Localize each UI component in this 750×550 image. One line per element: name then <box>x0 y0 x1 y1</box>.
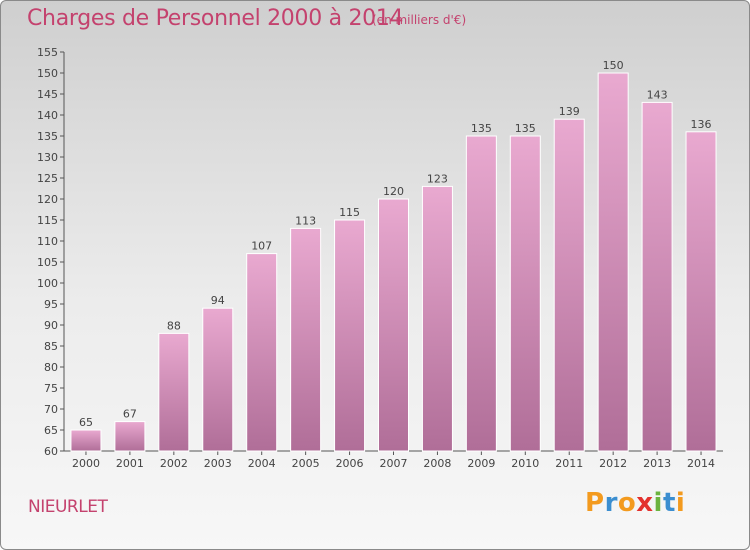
bar-2010 <box>509 135 541 452</box>
x-tick-label-2004: 2004 <box>248 457 276 470</box>
data-label-2013: 143 <box>647 88 668 101</box>
data-label-2003: 94 <box>211 294 225 307</box>
bar-2008 <box>421 185 453 452</box>
bar-2014 <box>685 131 717 452</box>
proxiti-logo: Proxiti <box>585 488 685 518</box>
y-tick-label: 145 <box>37 88 58 101</box>
y-tick-label: 110 <box>37 235 58 248</box>
bar-2007 <box>378 198 409 452</box>
location-label: NIEURLET <box>28 497 108 517</box>
logo-letter: o <box>617 488 637 518</box>
y-tick-label: 135 <box>37 130 58 143</box>
data-label-2012: 150 <box>603 59 624 72</box>
y-tick-label: 85 <box>44 340 58 353</box>
x-tick-label-2002: 2002 <box>160 457 188 470</box>
logo-letter: t <box>662 488 676 518</box>
chart-title: Charges de Personnel 2000 à 2014 <box>27 6 404 31</box>
data-label-2004: 107 <box>251 240 272 253</box>
data-label-2009: 135 <box>471 122 492 135</box>
x-tick-label-2005: 2005 <box>292 457 320 470</box>
x-tick-label-2014: 2014 <box>687 457 715 470</box>
x-tick-label-2010: 2010 <box>511 457 539 470</box>
x-tick-label-2000: 2000 <box>72 457 100 470</box>
bar-2003 <box>202 307 234 452</box>
y-tick-label: 80 <box>44 361 58 374</box>
data-label-2001: 67 <box>123 408 137 421</box>
logo-letter: i <box>675 488 686 518</box>
bar-series: 65 67 88 94 107 113 115 120 123 135 135 139 150 143 13… <box>70 59 717 452</box>
data-label-2014: 136 <box>691 118 712 131</box>
x-tick-label-2003: 2003 <box>204 457 232 470</box>
y-tick-label: 155 <box>37 46 58 59</box>
data-label-2007: 120 <box>383 185 404 198</box>
y-tick-label: 120 <box>37 193 58 206</box>
logo-letter: r <box>604 488 618 518</box>
x-tick-label-2006: 2006 <box>336 457 364 470</box>
chart-subtitle: (en milliers d'€) <box>372 13 467 27</box>
data-label-2002: 88 <box>167 319 181 332</box>
logo-letter: x <box>636 488 654 518</box>
y-tick-label: 90 <box>44 319 58 332</box>
data-label-2011: 139 <box>559 105 580 118</box>
y-tick-label: 125 <box>37 172 58 185</box>
y-tick-label: 105 <box>37 256 58 269</box>
data-label-2006: 115 <box>339 206 360 219</box>
bar-2011 <box>553 118 585 452</box>
y-tick-label: 100 <box>37 277 58 290</box>
bar-2002 <box>158 332 190 452</box>
x-tick-label-2011: 2011 <box>555 457 583 470</box>
x-tick-label-2001: 2001 <box>116 457 144 470</box>
bar-2005 <box>290 227 322 452</box>
y-axis: 60 65 70 75 80 85 90 95 100 105 110 115 120 125 130 135… <box>37 46 65 458</box>
y-tick-label: 60 <box>44 445 58 458</box>
data-label-2008: 123 <box>427 172 448 185</box>
bar-2004 <box>246 253 278 452</box>
data-label-2010: 135 <box>515 122 536 135</box>
bar-2012 <box>597 72 629 452</box>
y-tick-label: 95 <box>44 298 58 311</box>
data-label-2005: 113 <box>295 214 316 227</box>
bar-2000 <box>70 429 102 452</box>
y-tick-label: 130 <box>37 151 58 164</box>
y-tick-label: 70 <box>44 403 58 416</box>
bar-2006 <box>334 219 366 452</box>
x-tick-label-2008: 2008 <box>423 457 451 470</box>
y-tick-label: 140 <box>37 109 58 122</box>
y-tick-label: 75 <box>44 382 58 395</box>
bar-2009 <box>465 135 497 452</box>
y-tick-label: 65 <box>44 424 58 437</box>
x-tick-label-2009: 2009 <box>467 457 495 470</box>
bar-2013 <box>641 101 673 452</box>
logo-letter: P <box>585 488 605 518</box>
x-axis: 2000 2001 2002 2003 2004 2005 2006 2007 2008 2009… <box>64 450 723 470</box>
x-tick-label-2007: 2007 <box>380 457 408 470</box>
logo-letter: i <box>653 488 663 518</box>
bar-2001 <box>114 421 146 452</box>
data-label-2000: 65 <box>79 416 93 429</box>
y-tick-label: 115 <box>37 214 58 227</box>
x-tick-label-2012: 2012 <box>599 457 627 470</box>
x-tick-label-2013: 2013 <box>643 457 671 470</box>
y-tick-label: 150 <box>37 67 58 80</box>
